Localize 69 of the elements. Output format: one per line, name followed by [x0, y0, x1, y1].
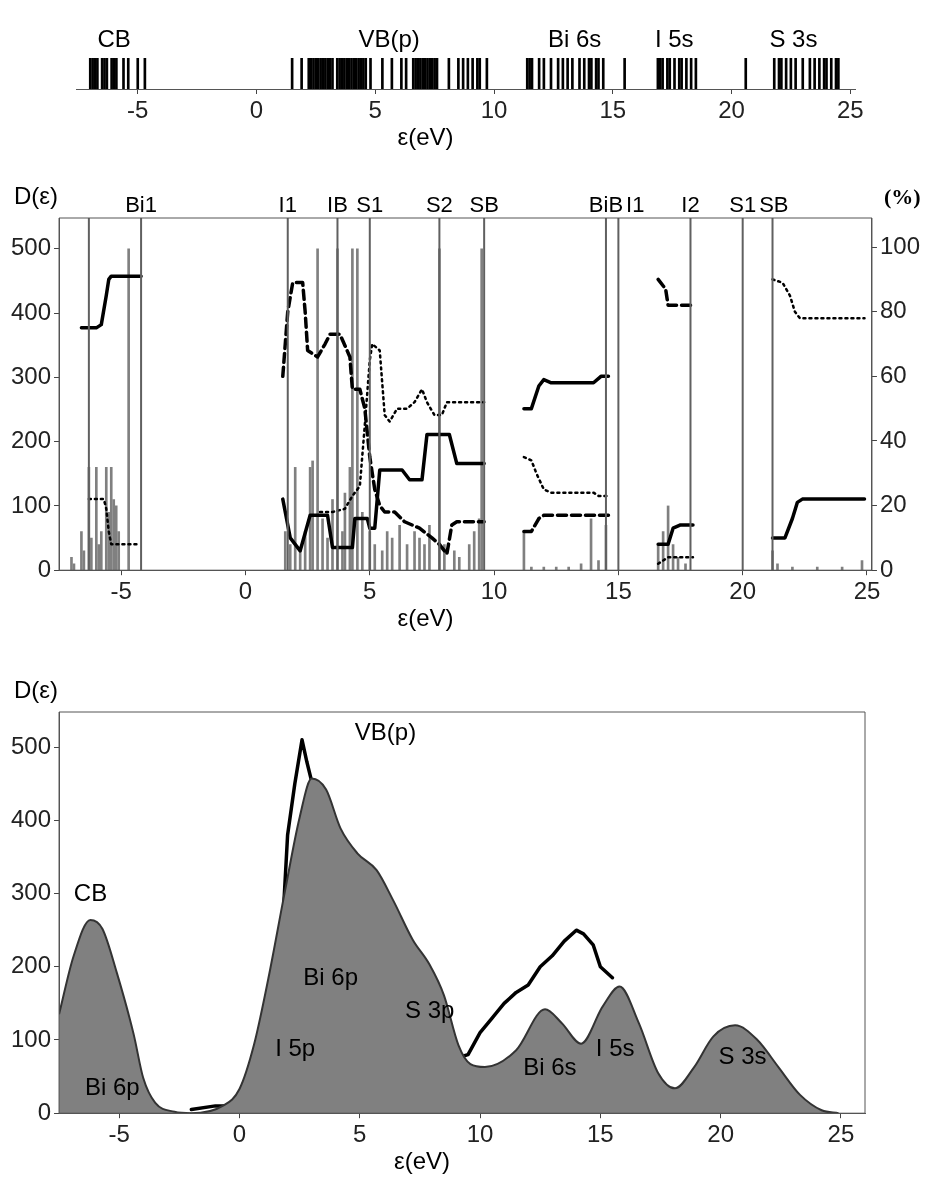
y2-tick-label: 60	[879, 360, 907, 388]
x-tick-label: 15	[599, 96, 627, 124]
y2-tick-label: 40	[879, 425, 907, 453]
ref-line-label: I1	[626, 192, 645, 217]
y-tick-label: 0	[37, 1097, 52, 1125]
y-axis-title: D(ε)	[14, 182, 59, 209]
x-tick-label: 10	[480, 96, 508, 124]
y2-tick-label: 20	[879, 490, 907, 518]
y2-tick-label: 0	[879, 554, 894, 582]
text: CB	[97, 25, 131, 53]
x-tick-label: 15	[587, 1120, 614, 1148]
annotation: I 5s	[595, 1034, 635, 1062]
y-tick-label: 100	[11, 490, 52, 518]
y-tick-label: 400	[11, 297, 52, 325]
x-tick-label: -5	[108, 1120, 130, 1148]
y-tick-label: 300	[11, 362, 52, 390]
y-tick-label: 0	[37, 554, 52, 582]
x-tick-label: 25	[853, 577, 881, 605]
x-tick-label: 0	[232, 1120, 247, 1148]
y-tick-label: 400	[11, 804, 52, 832]
annotation: Bi 6p	[84, 1072, 140, 1100]
x-tick-label: 10	[480, 577, 508, 605]
y2-tick-label: 80	[879, 296, 907, 324]
annotation: VB(p)	[354, 718, 417, 746]
annotation: Bi 6p	[303, 962, 358, 990]
text: S 3s	[769, 25, 818, 53]
x-tick-label: 0	[249, 96, 264, 124]
annotation: S 3s	[718, 1042, 767, 1070]
annotation: I 5p	[275, 1034, 316, 1062]
x-tick-label: 0	[238, 577, 253, 605]
y-axis-title: D(ε)	[14, 676, 59, 703]
ref-line-label: S1	[356, 192, 384, 217]
ref-line-label: I1	[278, 192, 297, 217]
x-tick-label: 5	[368, 96, 382, 124]
x-tick-label: 5	[353, 1120, 367, 1148]
x-tick-label: 20	[707, 1120, 734, 1148]
x-tick-label: 5	[363, 577, 377, 605]
ref-line-label: Bi1	[125, 192, 157, 217]
y2-axis-title: (%)	[883, 184, 921, 209]
y-tick-label: 500	[11, 731, 52, 759]
y-tick-label: 300	[11, 878, 52, 906]
y2-tick-label: 100	[879, 231, 920, 259]
x-tick-label: 25	[836, 96, 864, 124]
text: I 5s	[654, 25, 694, 53]
y-tick-label: 200	[11, 951, 52, 979]
x-tick-label: 10	[466, 1120, 494, 1148]
x-axis-title: ε(eV)	[394, 1147, 451, 1175]
x-axis-title: ε(eV)	[397, 604, 454, 632]
ref-line-label: I2	[681, 192, 700, 217]
annotation: CB	[73, 878, 108, 906]
x-tick-label: -5	[110, 577, 132, 605]
y-tick-label: 200	[11, 426, 52, 454]
y-tick-label: 500	[11, 233, 52, 261]
annotation: Bi 6s	[523, 1053, 577, 1081]
ref-line-label: IB	[327, 192, 348, 217]
x-tick-label: 15	[605, 577, 632, 605]
x-tick-label: 25	[827, 1120, 855, 1148]
x-tick-label: -5	[127, 96, 149, 124]
ref-line-label: S1	[729, 192, 757, 217]
ref-line-label: S2	[425, 192, 453, 217]
ref-line-label: SB	[469, 192, 499, 217]
text: VB(p)	[358, 25, 420, 53]
x-tick-label: 20	[718, 96, 745, 124]
y-tick-label: 100	[11, 1024, 52, 1052]
ref-line-label: BiB	[588, 192, 624, 217]
x-axis-title: ε(eV)	[397, 123, 454, 150]
ref-line-label: SB	[759, 192, 789, 217]
x-tick-label: 20	[729, 577, 757, 605]
text: Bi 6s	[547, 25, 602, 53]
